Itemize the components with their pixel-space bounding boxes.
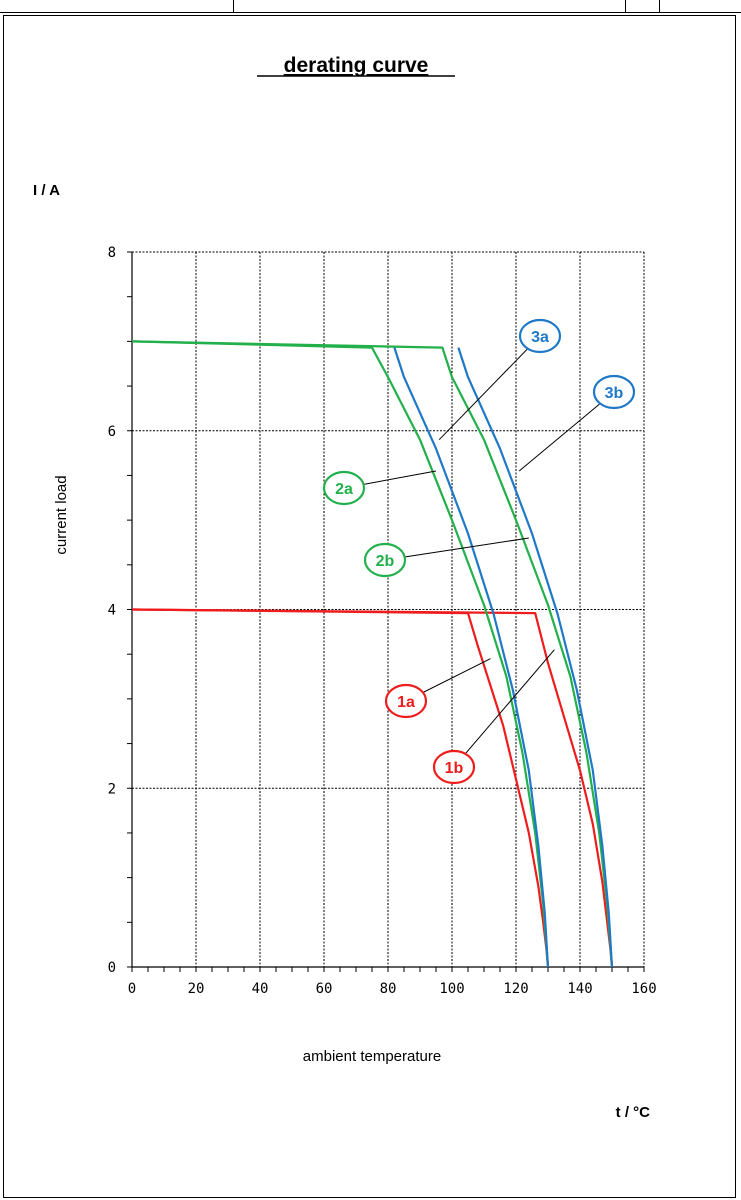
callout-bubble-1a (384, 683, 428, 719)
x-tick-label: 140 (567, 981, 592, 997)
x-tick-label: 100 (439, 981, 464, 997)
x-tick-label: 0 (128, 981, 136, 997)
x-tick-label: 120 (503, 981, 528, 997)
y-axis-label: current load (53, 475, 70, 554)
series-line-2b (131, 340, 614, 968)
top-frame (0, 0, 741, 13)
chart-title: derating curve (284, 54, 429, 77)
callout-label-2a: 2a (335, 481, 353, 498)
top-frame-divider (659, 0, 660, 12)
series-line-3b (457, 347, 614, 968)
x-tick-label: 20 (188, 981, 205, 997)
callout-label-3b: 3b (605, 385, 624, 402)
x-axis-label: ambient temperature (303, 1048, 441, 1065)
callout-label-3a: 3a (531, 329, 549, 346)
y-tick-label: 2 (108, 781, 116, 797)
callout-leader-3a (438, 335, 541, 441)
x-tick-label: 80 (380, 981, 397, 997)
y-tick-label: 8 (108, 245, 116, 261)
top-frame-divider (233, 0, 234, 12)
y-tick-label: 0 (108, 960, 116, 976)
annotations: 3a 3b 2a 2b 1a 1b (322, 318, 636, 785)
y-tick-label: 4 (108, 603, 116, 619)
callout-bubble-3a (518, 318, 562, 354)
callout-leader-2b (384, 537, 529, 561)
callout-leader-3b (518, 391, 615, 472)
tick-labels: 0 20 40 60 80 100 120 140 160 0 2 4 6 8 (108, 245, 657, 997)
page-frame (3, 15, 736, 1198)
x-axis-unit: t / °C (616, 1104, 650, 1121)
x-tick-label: 160 (631, 981, 656, 997)
x-tick-label: 40 (252, 981, 269, 997)
series (131, 340, 614, 968)
top-frame-divider (625, 0, 626, 12)
callout-leader-1b (453, 649, 555, 768)
callout-bubble-2b (363, 542, 407, 578)
x-tick-label: 60 (316, 981, 333, 997)
callout-label-1b: 1b (445, 760, 464, 777)
callout-bubble-2a (322, 470, 366, 506)
callout-label-1a: 1a (397, 694, 415, 711)
y-tick-label: 6 (108, 424, 116, 440)
callout-bubble-1b (432, 749, 476, 785)
callout-bubble-3b (592, 374, 636, 410)
series-line-3a (393, 347, 550, 968)
series-line-2a (131, 340, 550, 968)
y-axis-unit: I / A (33, 182, 60, 199)
callout-label-2b: 2b (376, 553, 395, 570)
